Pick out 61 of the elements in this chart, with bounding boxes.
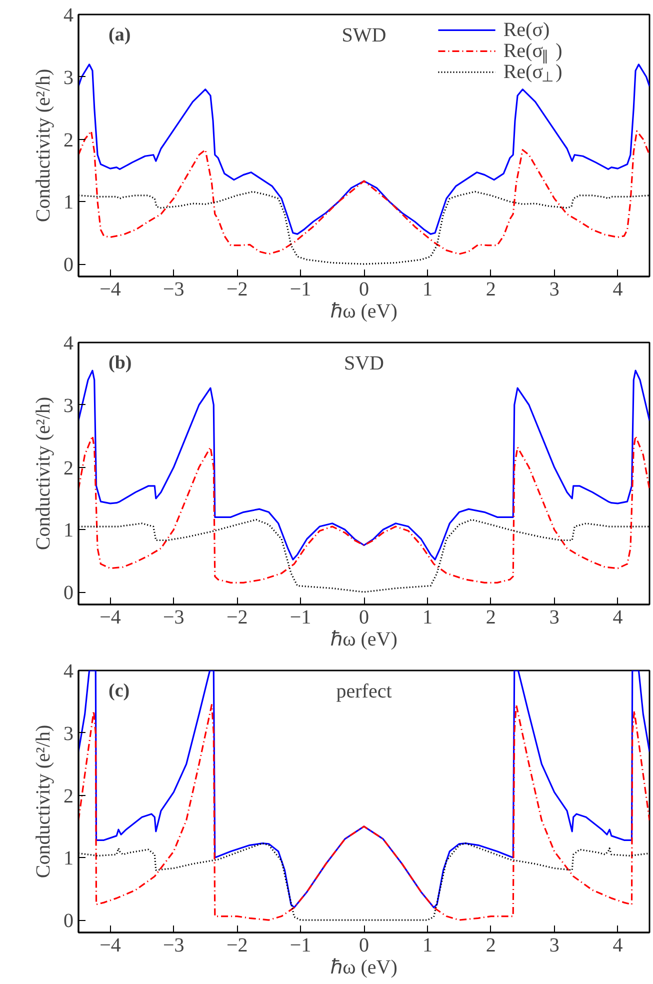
line-series [78, 64, 650, 235]
x-tick-label: −3 [163, 606, 184, 628]
text: perfect [336, 680, 392, 702]
text: SVD [344, 352, 384, 374]
x-tick-label: −2 [226, 278, 248, 300]
y-tick-label: 0 [64, 910, 74, 932]
x-tick-label: −2 [226, 934, 248, 956]
y-axis-title: Conductivity (e²/h) [32, 396, 54, 550]
x-tick-label: −3 [163, 934, 184, 956]
x-tick-label: 1 [422, 606, 432, 628]
y-tick-label: 3 [64, 394, 74, 417]
text: SWD [342, 24, 386, 46]
x-tick-label: 4 [612, 606, 623, 628]
x-tick-label: 4 [612, 934, 623, 956]
legend-label: Re(σ) [503, 19, 550, 42]
x-axis-title: ℏω (eV) [330, 956, 398, 978]
x-tick-label: −2 [226, 606, 248, 628]
x-tick-label: −1 [290, 278, 312, 300]
annotation: (b) [108, 352, 132, 374]
y-tick-label: 1 [64, 848, 74, 870]
y-tick-label: 3 [64, 66, 74, 89]
x-tick-label: −1 [290, 934, 312, 956]
y-tick-label: 1 [64, 192, 74, 214]
y-tick-label: 2 [64, 129, 74, 152]
x-tick-label: 4 [612, 278, 623, 300]
x-tick-label: 2 [486, 278, 496, 300]
y-tick-label: 3 [64, 722, 74, 745]
x-tick-label: 1 [422, 278, 432, 300]
y-tick-label: 2 [64, 457, 74, 480]
line-series [78, 704, 650, 921]
y-axis-title: Conductivity (e²/h) [32, 724, 54, 878]
x-axis-title: ℏω (eV) [330, 300, 398, 322]
y-tick-label: 0 [64, 254, 74, 276]
y-tick-label: 2 [64, 785, 74, 808]
x-tick-label: −4 [100, 934, 121, 956]
line-series [78, 435, 650, 584]
y-tick-label: 4 [64, 332, 74, 354]
x-axis-title: ℏω (eV) [330, 628, 398, 650]
x-tick-label: 0 [359, 278, 369, 300]
y-tick-label: 0 [64, 582, 74, 604]
y-tick-label: 4 [64, 660, 74, 682]
x-tick-label: 0 [359, 934, 369, 956]
x-tick-label: 3 [549, 278, 560, 300]
y-axis-title: Conductivity (e²/h) [32, 68, 54, 222]
y-tick-label: 1 [64, 520, 74, 542]
x-tick-label: 1 [422, 934, 432, 956]
x-tick-label: 2 [486, 606, 496, 628]
annotation: (a) [108, 24, 131, 46]
x-tick-label: 3 [549, 606, 560, 628]
y-tick-label: 4 [64, 4, 74, 26]
x-tick-label: −3 [163, 278, 184, 300]
x-tick-label: 0 [359, 606, 369, 628]
line-series [78, 130, 650, 255]
x-tick-label: −1 [290, 606, 312, 628]
x-tick-label: −4 [100, 278, 121, 300]
line-series [78, 670, 650, 908]
x-tick-label: 2 [486, 934, 496, 956]
x-tick-label: −4 [100, 606, 121, 628]
legend-label: Re(σ∥) [503, 40, 562, 65]
annotation: (c) [108, 680, 130, 702]
x-tick-label: 3 [549, 934, 560, 956]
